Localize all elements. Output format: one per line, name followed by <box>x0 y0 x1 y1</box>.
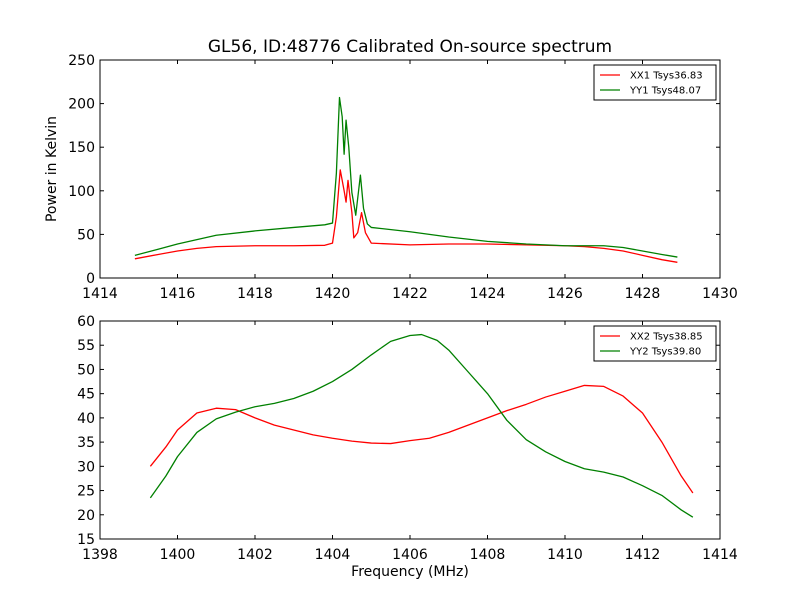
bottom-y-tick-label: 55 <box>77 338 95 354</box>
bottom-x-tick-label: 1398 <box>82 547 118 563</box>
top-legend-label-1: XX1 Tsys36.83 <box>630 71 703 82</box>
bottom-y-tick-label: 30 <box>77 459 95 475</box>
bottom-panel: 1398 1400 1402 1404 1406 1408 1410 1412 1414 15 20… <box>77 314 738 563</box>
top-x-tick-label: 1416 <box>160 286 196 302</box>
top-legend-label-2: YY1 Tsys48.07 <box>629 86 701 97</box>
bottom-legend: XX2 Tsys38.85 YY2 Tsys39.80 <box>593 325 717 362</box>
bottom-y-tick-label: 45 <box>77 387 95 403</box>
top-panel: 1414 1416 1418 1420 1422 1424 1426 1428 1430 0 50 1… <box>68 53 738 302</box>
bottom-x-axis-label: Frequency (MHz) <box>351 564 469 580</box>
top-y-tick-label: 0 <box>86 271 95 287</box>
top-y-tick-label: 250 <box>68 53 95 69</box>
top-y-tick-label: 50 <box>77 227 95 243</box>
top-x-tick-label: 1420 <box>315 286 351 302</box>
bottom-y-tick-label: 40 <box>77 411 95 427</box>
top-x-tick-label: 1418 <box>237 286 273 302</box>
bottom-x-tick-label: 1414 <box>702 547 738 563</box>
bottom-y-tick-label: 35 <box>77 435 95 451</box>
chart-title: GL56, ID:48776 Calibrated On-source spec… <box>208 37 612 57</box>
top-series-line-2 <box>134 96 678 258</box>
bottom-y-tick-label: 20 <box>77 508 95 524</box>
bottom-x-tick-label: 1412 <box>625 547 661 563</box>
bottom-y-tick-label: 15 <box>77 532 95 548</box>
top-y-tick-label: 200 <box>68 97 95 113</box>
bottom-x-tick-label: 1400 <box>160 547 196 563</box>
bottom-x-tick-label: 1408 <box>470 547 506 563</box>
top-y-tick-label: 150 <box>68 140 95 156</box>
bottom-x-tick-label: 1406 <box>392 547 428 563</box>
bottom-y-tick-label: 60 <box>77 314 95 330</box>
top-x-tick-label: 1428 <box>625 286 661 302</box>
top-x-tick-label: 1424 <box>470 286 506 302</box>
bottom-series-line-1 <box>149 384 694 494</box>
top-x-tick-label: 1426 <box>547 286 583 302</box>
top-y-tick-label: 100 <box>68 184 95 200</box>
bottom-x-tick-label: 1404 <box>315 547 351 563</box>
bottom-x-tick-label: 1402 <box>237 547 273 563</box>
bottom-y-tick-label: 50 <box>77 362 95 378</box>
top-y-axis-label: Power in Kelvin <box>44 116 60 222</box>
bottom-legend-label-1: XX2 Tsys38.85 <box>630 332 703 343</box>
top-series-line-1 <box>134 169 678 263</box>
top-x-tick-label: 1414 <box>82 286 118 302</box>
bottom-y-tick-label: 25 <box>77 484 95 500</box>
bottom-legend-label-2: YY2 Tsys39.80 <box>629 347 701 358</box>
top-legend-box <box>593 64 717 101</box>
top-legend: XX1 Tsys36.83 YY1 Tsys48.07 <box>593 64 717 101</box>
top-x-tick-label: 1422 <box>392 286 428 302</box>
top-x-tick-label: 1430 <box>702 286 738 302</box>
bottom-legend-box <box>593 325 717 362</box>
bottom-series-line-2 <box>149 333 694 518</box>
bottom-x-tick-label: 1410 <box>547 547 583 563</box>
